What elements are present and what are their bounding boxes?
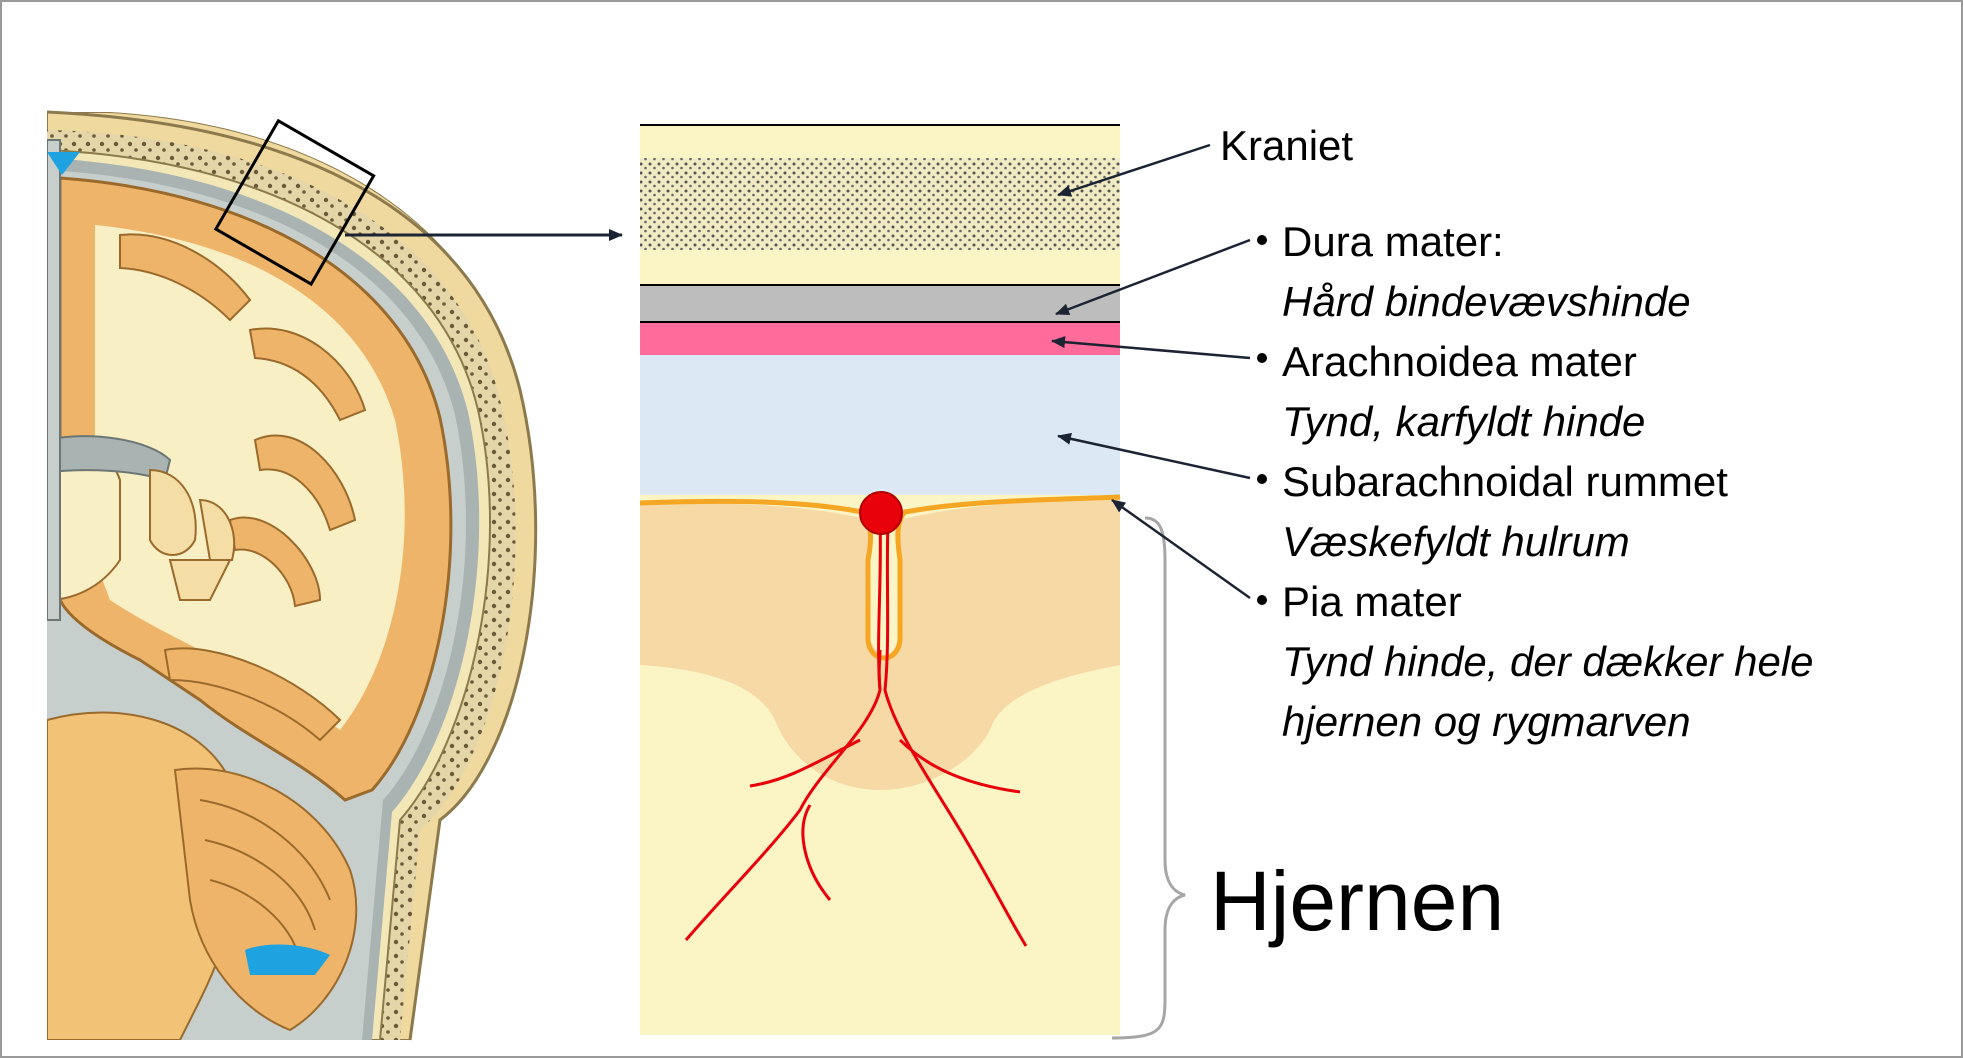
cortex-layer	[640, 497, 1120, 790]
label-arachnoid: Arachnoidea mater	[1282, 338, 1637, 385]
pointer-lines	[1051, 143, 1251, 600]
label-brain: Hjernen	[1210, 854, 1504, 948]
label-dura: Dura mater:	[1282, 218, 1504, 265]
brain-brace	[1111, 516, 1186, 1040]
vessel-entry-dot	[859, 491, 903, 535]
vessels	[684, 519, 1028, 947]
label-pia-desc-2: hjernen og rygmarven	[1282, 698, 1691, 745]
brain-section-illustration	[46, 110, 623, 1041]
label-dura-desc: Hård bindevævshinde	[1282, 278, 1691, 325]
label-pia: Pia mater	[1282, 578, 1462, 625]
magnify-box	[213, 118, 376, 287]
meninges-cross-section	[639, 124, 1186, 1040]
label-pia-desc-1: Tynd hinde, der dækker hele	[1282, 638, 1814, 685]
pia-line	[639, 494, 1121, 661]
subarachnoid-layer	[640, 355, 1120, 505]
label-subarachnoid-desc: Væskefyldt hulrum	[1282, 518, 1630, 565]
arachnoid-layer	[640, 323, 1120, 355]
dura-layer	[640, 286, 1120, 322]
label-arachnoid-desc: Tynd, karfyldt hinde	[1282, 398, 1645, 445]
label-skull: Kraniet	[1220, 122, 1353, 169]
label-subarachnoid: Subarachnoidal rummet	[1282, 458, 1728, 505]
skull-diploe	[640, 158, 1120, 250]
bullets	[1257, 235, 1267, 605]
